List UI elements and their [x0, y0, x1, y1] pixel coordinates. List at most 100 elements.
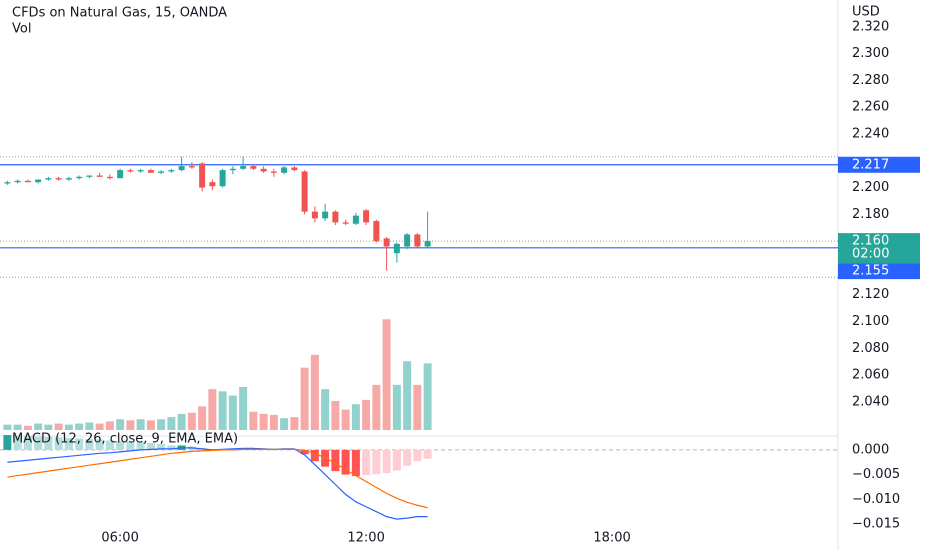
volume-bar [269, 414, 278, 430]
volume-bar [331, 400, 340, 430]
volume-bar [208, 389, 217, 430]
volume-bar [85, 422, 94, 430]
candle-body [311, 211, 318, 219]
volume-bar [157, 419, 166, 430]
volume-bar [413, 384, 422, 430]
volume-bar [44, 424, 53, 430]
candle-body [404, 234, 411, 247]
volume-bar [290, 417, 299, 430]
volume-bar [300, 367, 309, 430]
histogram-bar [116, 440, 125, 450]
y-tick-label: 0.000 [852, 442, 889, 457]
histogram-bar [3, 435, 12, 450]
candle-body [209, 182, 216, 187]
candle-body [106, 176, 113, 179]
volume-bar [34, 423, 43, 430]
x-tick-label: 12:00 [347, 531, 384, 546]
volume-bar [3, 424, 12, 430]
volume-bar [280, 418, 289, 430]
price-label-box [838, 263, 920, 280]
candle-body [158, 171, 165, 173]
histogram-bar [126, 441, 135, 450]
price-label: 2.155 [852, 264, 889, 279]
candle-body [424, 241, 431, 247]
price-label: 2.160 [852, 234, 889, 249]
price-label: 2.217 [852, 157, 889, 172]
histogram-bar [85, 438, 94, 450]
candle-body [332, 211, 339, 223]
volume-bar [136, 419, 145, 430]
y-tick-label: 2.100 [852, 314, 889, 329]
volume-bar [105, 421, 114, 430]
volume-bar [177, 413, 186, 430]
histogram-bar [64, 438, 73, 450]
x-tick-label: 06:00 [101, 531, 138, 546]
candle-body [229, 168, 236, 171]
price-label-box [838, 156, 920, 173]
y-tick-label: 2.080 [852, 341, 889, 356]
volume-bar [146, 420, 155, 430]
histogram-bar [136, 441, 145, 450]
chart-title: CFDs on Natural Gas, 15, OANDA [12, 6, 227, 21]
histogram-bar [372, 449, 381, 475]
y-tick-label: 2.200 [852, 180, 889, 195]
candle-body [35, 179, 42, 183]
volume-bar [95, 423, 104, 430]
volume-bar [126, 420, 135, 430]
volume-bar [218, 391, 227, 430]
candle-body [76, 176, 83, 179]
price-label-box [838, 233, 920, 264]
y-tick-label: 2.280 [852, 73, 889, 88]
candle-body [281, 167, 288, 173]
y-tick-label: 2.180 [852, 207, 889, 222]
y-tick-label: 2.120 [852, 287, 889, 302]
volume-bar [13, 424, 22, 430]
candle-body [14, 180, 21, 183]
histogram-bar [362, 449, 371, 476]
candle-body [414, 234, 421, 247]
histogram-bar [75, 438, 84, 450]
candle-body [199, 163, 206, 188]
candle-body [55, 178, 62, 180]
candle-body [363, 210, 370, 223]
volume-bar [423, 363, 432, 430]
candle-body [86, 175, 93, 177]
volume-bar [23, 425, 32, 430]
histogram-bar [300, 449, 309, 455]
y-tick-label: −0.010 [852, 492, 900, 507]
histogram-bar [310, 449, 319, 462]
candle-body [393, 243, 400, 254]
histogram-bar [413, 449, 422, 462]
volume-bar [167, 417, 176, 430]
histogram-bar [13, 435, 22, 450]
histogram-bar [351, 449, 360, 477]
histogram-bar [44, 437, 53, 450]
volume-bar [75, 423, 84, 430]
histogram-bar [423, 449, 432, 459]
volume-bar [341, 409, 350, 430]
histogram-bar [157, 443, 166, 450]
y-tick-label: 2.040 [852, 394, 889, 409]
candle-body [45, 178, 52, 180]
histogram-bar [146, 442, 155, 450]
candle-body [383, 238, 390, 247]
volume-bar [372, 384, 381, 430]
candle-body [352, 215, 359, 224]
histogram-bar [54, 437, 63, 450]
volume-bar [351, 404, 360, 430]
y-tick-label: −0.015 [852, 517, 900, 532]
histogram-bar [403, 449, 412, 466]
volume-bar [392, 384, 401, 430]
x-tick-label: 18:00 [593, 531, 630, 546]
candle-body [342, 222, 349, 224]
volume-title: Vol [12, 22, 31, 37]
candle-body [168, 170, 175, 172]
y-tick-label: 2.060 [852, 368, 889, 383]
candle-body [260, 168, 267, 172]
volume-bar [239, 387, 248, 430]
volume-bar [321, 389, 330, 430]
macd-title: MACD (12, 26, close, 9, EMA, EMA) [12, 432, 238, 447]
candle-body [291, 167, 298, 171]
histogram-bar [105, 440, 114, 450]
